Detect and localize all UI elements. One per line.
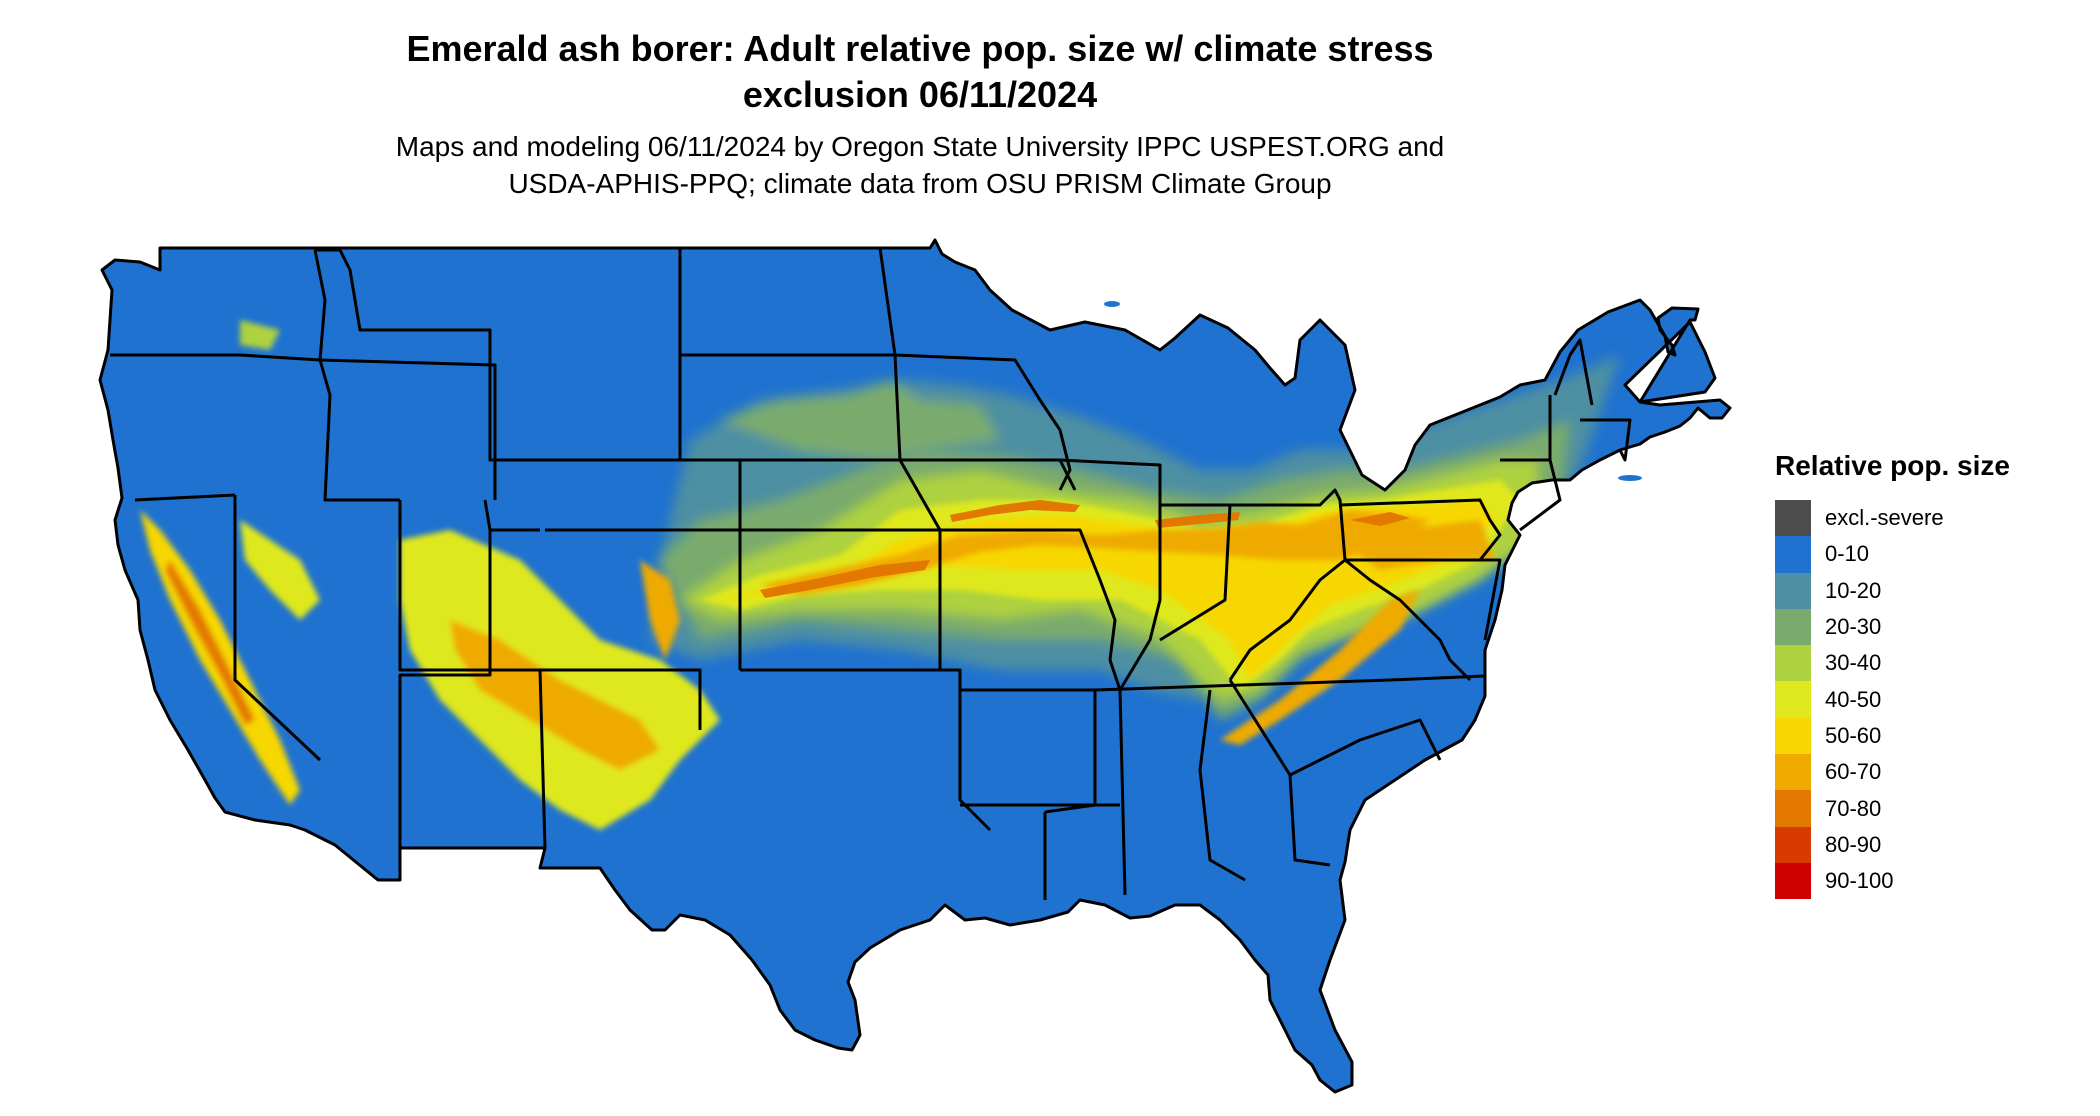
legend-item-80-90: 80-90 [1775, 826, 2010, 863]
legend-label: 60-70 [1825, 759, 1882, 785]
state-borders-east [1059, 338, 1632, 882]
zone-washington [240, 320, 280, 350]
legend-swatch [1775, 572, 1811, 609]
legend-swatch [1775, 500, 1811, 537]
legend-item-90-100: 90-100 [1775, 862, 2010, 900]
legend-item-70-80: 70-80 [1775, 790, 2010, 827]
legend-swatch [1775, 790, 1811, 827]
zone-60-70-pa [1345, 520, 1495, 570]
legend-label: excl.-severe [1825, 505, 1944, 531]
legend-item-excl-severe: excl.-severe [1775, 500, 2010, 537]
legend-label: 30-40 [1825, 650, 1882, 676]
island-channel-2 [239, 787, 251, 793]
subtitle-line-1: Maps and modeling 06/11/2024 by Oregon S… [395, 131, 1445, 162]
island-long-island [1618, 475, 1642, 481]
band-70-80 [760, 500, 1410, 598]
legend-item-30-40: 30-40 [1775, 645, 2010, 682]
island-channel-1 [209, 768, 227, 776]
state-borders-central [315, 247, 1391, 900]
legend-title: Relative pop. size [1775, 450, 2010, 481]
legend-swatch [1775, 536, 1811, 573]
legend-swatch [1775, 717, 1811, 755]
zone-california-core [165, 560, 255, 725]
zone-nevada [240, 520, 320, 620]
legend: Relative pop. size excl.-severe 0-10 10-… [1775, 450, 2010, 900]
zone-60-70-appalachia [1220, 590, 1420, 745]
legend-label: 50-60 [1825, 722, 1882, 748]
state-borders [98, 238, 1732, 1094]
legend-swatch [1775, 862, 1811, 900]
zone-60-70 [760, 510, 1430, 595]
legend-label: 40-50 [1825, 686, 1882, 712]
legend-swatch [1775, 645, 1811, 682]
legend-item-50-60: 50-60 [1775, 717, 2010, 755]
legend-item-40-50: 40-50 [1775, 681, 2010, 718]
title-line-1: Emerald ash borer: Adult relative pop. s… [406, 28, 1434, 69]
legend-swatch [1775, 681, 1811, 718]
coastal-islands [209, 301, 1642, 809]
island-lake-superior [1104, 301, 1120, 307]
map-title: Emerald ash borer: Adult relative pop. s… [0, 26, 1840, 118]
streak-70-80-pa [1350, 512, 1410, 526]
legend-label: 0-10 [1825, 541, 1870, 567]
streak-70-80-indiana [1155, 512, 1240, 528]
legend-item-0-10: 0-10 [1775, 536, 2010, 573]
zone-20-30-plains [720, 380, 1000, 460]
legend-label: 70-80 [1825, 795, 1882, 821]
legend-swatch [1775, 608, 1811, 646]
legend-label: 80-90 [1825, 831, 1882, 857]
legend-item-60-70: 60-70 [1775, 754, 2010, 791]
legend-swatch [1775, 754, 1811, 791]
streak-70-80-kansas [760, 560, 930, 598]
island-channel-3 [263, 803, 273, 809]
title-line-2: exclusion 06/11/2024 [742, 74, 1098, 115]
legend-item-20-30: 20-30 [1775, 608, 2010, 646]
zone-colorado-front [640, 560, 680, 660]
legend-label: 20-30 [1825, 614, 1882, 640]
western-zones [140, 320, 720, 830]
legend-label: 10-20 [1825, 577, 1882, 603]
subtitle-line-2: USDA-APHIS-PPQ; climate data from OSU PR… [508, 168, 1332, 199]
band-60-70 [760, 510, 1495, 745]
legend-label: 90-100 [1825, 868, 1894, 894]
suitability-bands [140, 320, 1620, 830]
legend-swatch [1775, 826, 1811, 863]
legend-item-10-20: 10-20 [1775, 572, 2010, 609]
map-subtitle: Maps and modeling 06/11/2024 by Oregon S… [0, 128, 1840, 202]
streak-70-80-iowa [950, 500, 1080, 522]
zone-four-corners-core [450, 620, 660, 770]
